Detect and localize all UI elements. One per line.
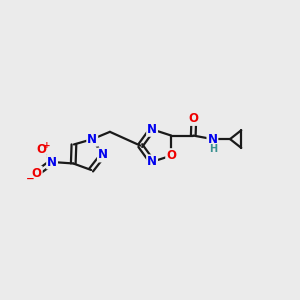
Text: O: O (36, 143, 46, 156)
Text: N: N (47, 155, 57, 169)
Text: N: N (98, 148, 108, 161)
Text: N: N (147, 123, 157, 136)
Text: +: + (43, 141, 51, 150)
Text: N: N (207, 133, 218, 146)
Text: N: N (87, 133, 97, 146)
Text: −: − (26, 173, 35, 184)
Text: O: O (32, 167, 42, 180)
Text: O: O (189, 112, 199, 125)
Text: O: O (166, 149, 176, 162)
Text: N: N (147, 155, 157, 168)
Text: H: H (209, 143, 217, 154)
